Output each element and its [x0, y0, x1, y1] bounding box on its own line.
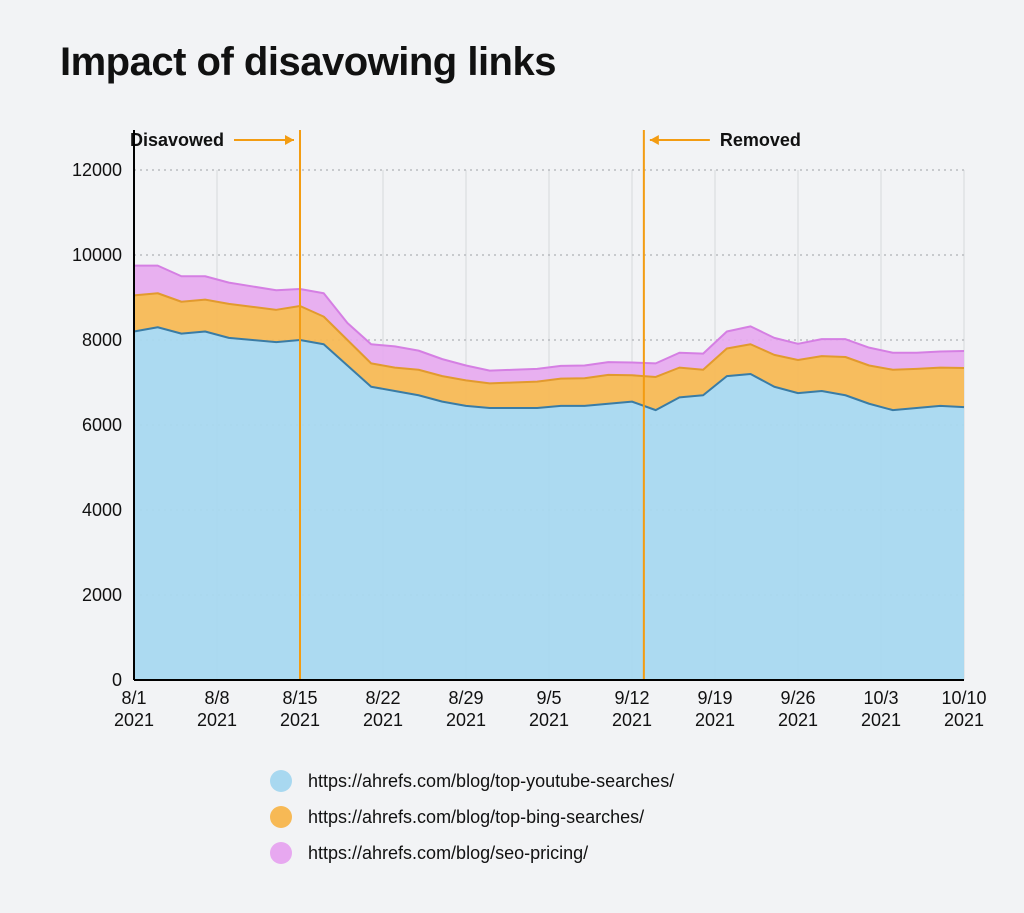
x-tick-label: 9/262021 — [778, 688, 818, 730]
x-tick-label: 8/152021 — [280, 688, 320, 730]
arrowhead-icon — [650, 135, 659, 145]
arrowhead-icon — [285, 135, 294, 145]
x-tick-label: 9/192021 — [695, 688, 735, 730]
annotation-label-disavowed: Disavowed — [130, 130, 224, 150]
y-tick-label: 12000 — [72, 160, 122, 180]
y-tick-label: 10000 — [72, 245, 122, 265]
chart-title: Impact of disavowing links — [60, 40, 556, 85]
page: Impact of disavowing links 0 2000 4000 6000… — [0, 0, 1024, 913]
legend-swatch-icon — [270, 806, 292, 828]
y-tick-label: 6000 — [82, 415, 122, 435]
x-tick-label: 9/52021 — [529, 688, 569, 730]
x-tick-label: 8/12021 — [114, 688, 154, 730]
legend-label: https://ahrefs.com/blog/top-bing-searche… — [308, 807, 644, 828]
legend-label: https://ahrefs.com/blog/seo-pricing/ — [308, 843, 588, 864]
x-tick-label: 10/32021 — [861, 688, 901, 730]
y-tick-label: 0 — [112, 670, 122, 690]
x-tick-label: 9/122021 — [612, 688, 652, 730]
annotation-label-removed: Removed — [720, 130, 801, 150]
x-tick-label: 8/222021 — [363, 688, 403, 730]
legend: https://ahrefs.com/blog/top-youtube-sear… — [270, 770, 674, 864]
legend-item: https://ahrefs.com/blog/seo-pricing/ — [270, 842, 674, 864]
area-chart: 0 2000 4000 6000 8000 10000 12000 Disavowed Remo… — [60, 110, 964, 740]
legend-swatch-icon — [270, 770, 292, 792]
x-tick-label: 8/82021 — [197, 688, 237, 730]
legend-item: https://ahrefs.com/blog/top-youtube-sear… — [270, 770, 674, 792]
y-tick-label: 4000 — [82, 500, 122, 520]
legend-label: https://ahrefs.com/blog/top-youtube-sear… — [308, 771, 674, 792]
y-tick-label: 2000 — [82, 585, 122, 605]
y-tick-label: 8000 — [82, 330, 122, 350]
chart-container: 0 2000 4000 6000 8000 10000 12000 Disavowed Remo… — [60, 110, 964, 740]
x-tick-label: 10/102021 — [941, 688, 986, 730]
x-tick-label: 8/292021 — [446, 688, 486, 730]
legend-item: https://ahrefs.com/blog/top-bing-searche… — [270, 806, 674, 828]
legend-swatch-icon — [270, 842, 292, 864]
